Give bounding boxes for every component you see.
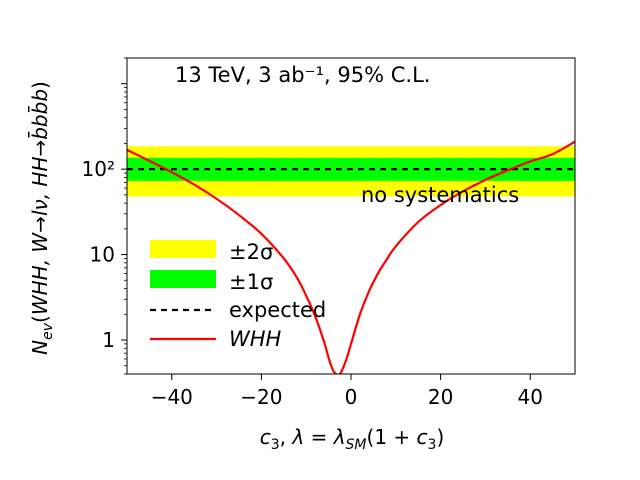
x-tick-label: −40	[151, 385, 193, 409]
legend-label-1sigma: ±1σ	[229, 270, 273, 294]
x-tick-label: −20	[240, 385, 282, 409]
x-axis-label: c3, λ = λSM(1 + c3)	[260, 425, 445, 453]
no-systematics-note: no systematics	[361, 183, 519, 207]
y-axis-label: Nev(WHH, W→lν, HH→b̄bb̄b)	[27, 81, 56, 355]
y-tick-label: 10²	[82, 157, 115, 181]
legend-swatch-2sigma	[150, 240, 216, 258]
legend-label-2sigma: ±2σ	[229, 240, 273, 264]
plot-area	[127, 140, 575, 374]
legend-swatch-1sigma	[150, 270, 216, 288]
y-axis-ticks: 1 10 10²	[82, 57, 127, 375]
axes-frame	[126, 57, 576, 375]
legend-label-whh: WHH	[229, 327, 282, 351]
x-tick-label: 0	[345, 385, 358, 409]
x-axis-ticks: −40 −20 0 20 40	[151, 374, 543, 409]
series-line-whh	[127, 140, 575, 374]
legend-label-expected: expected	[229, 298, 326, 322]
x-tick-label: 40	[517, 385, 542, 409]
x-tick-label: 20	[428, 385, 453, 409]
chart-annotation: 13 TeV, 3 ab⁻¹, 95% C.L.	[175, 63, 430, 87]
legend: ±2σ ±1σ expected WHH	[150, 240, 326, 351]
y-tick-label: 1	[102, 328, 115, 352]
y-tick-label: 10	[90, 243, 115, 267]
